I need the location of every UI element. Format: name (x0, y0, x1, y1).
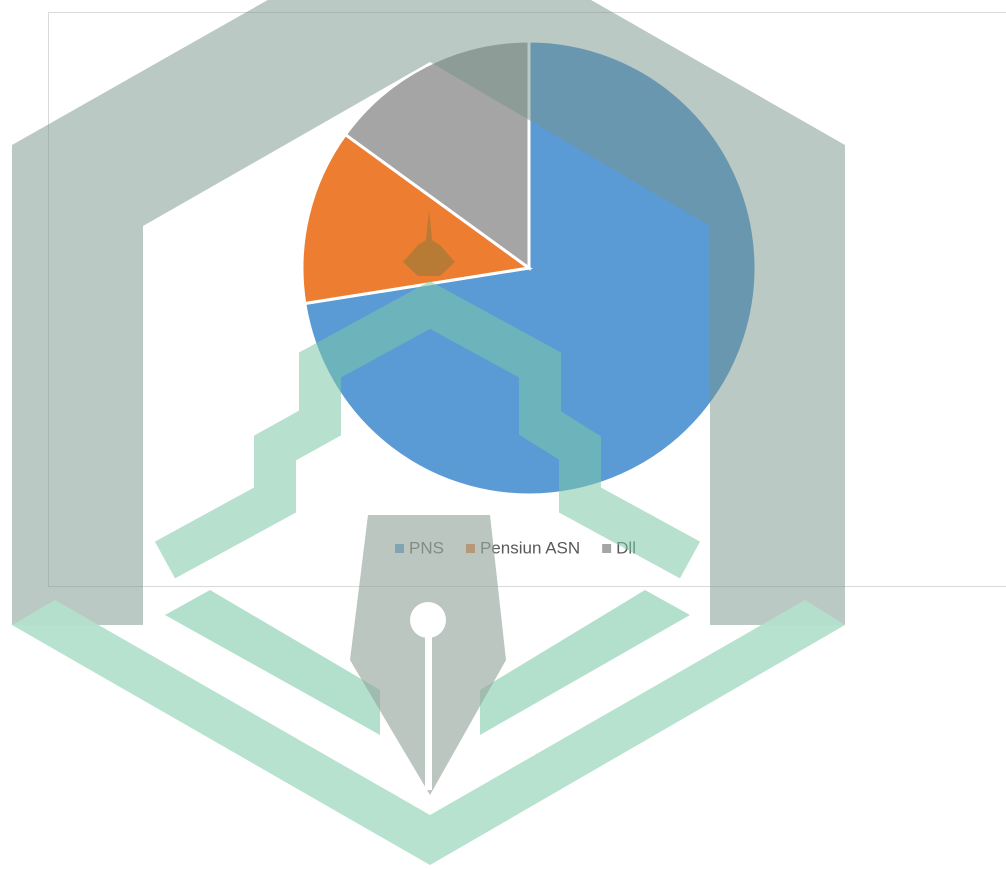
watermark-stroke-left (165, 590, 380, 735)
legend-swatch (602, 544, 612, 553)
watermark (12, 0, 845, 865)
watermark-pen-slit (425, 630, 432, 790)
watermark-pen-hole (410, 602, 446, 638)
legend-label: Pensiun ASN (480, 538, 580, 557)
watermark-stroke-right (480, 590, 690, 735)
pie-slice (300, 132, 533, 306)
watermark-steps (154, 281, 701, 579)
watermark-hexagon (12, 0, 845, 625)
watermark-dome (403, 210, 455, 276)
watermark-chevron (12, 600, 845, 865)
